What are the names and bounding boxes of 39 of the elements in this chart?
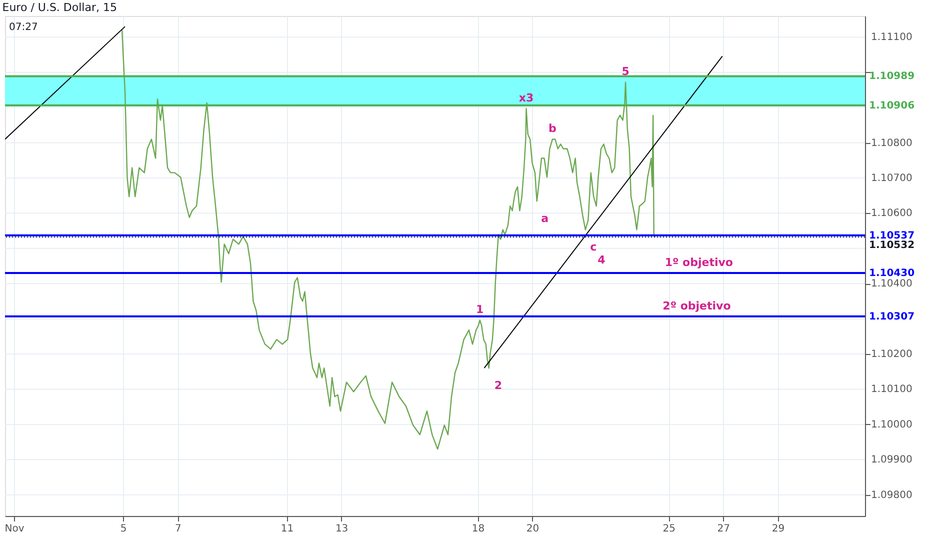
annotation: 1 — [476, 303, 484, 316]
annotation: 1º objetivo — [664, 256, 734, 270]
annotation: 07:27 — [9, 22, 38, 33]
x-tick-label: 18 — [472, 524, 485, 534]
y-tick-label: 1.10100 — [871, 384, 912, 396]
y-tick-label: 1.10000 — [871, 419, 912, 430]
y-tick-label: 1.10600 — [871, 208, 912, 220]
y-tick-label: 1.09900 — [871, 454, 912, 466]
annotation: b — [548, 122, 556, 136]
x-tick-label: 20 — [526, 524, 540, 534]
x-tick-label: Nov — [4, 524, 24, 534]
y-tick-label: 1.09800 — [871, 490, 912, 501]
annotation: 2 — [494, 379, 502, 392]
ref-line-label: 1.10906 — [869, 100, 915, 112]
ref-line-label: 1.10307 — [869, 311, 915, 322]
chart-title: Euro / U.S. Dollar, 15 — [2, 1, 117, 14]
x-tick-label: 13 — [335, 524, 348, 534]
x-tick-label: 27 — [717, 524, 730, 534]
y-tick-label: 1.10400 — [871, 278, 912, 290]
annotation: 5 — [622, 65, 630, 78]
line-series — [121, 29, 656, 450]
ref-line-label: 1.10537 — [869, 230, 915, 242]
annotation: 4 — [598, 254, 606, 267]
x-tick-label: 7 — [174, 524, 182, 534]
annotation: c — [590, 240, 597, 254]
y-tick-label: 1.11100 — [871, 32, 912, 44]
x-tick-label: 11 — [280, 524, 294, 534]
ref-line-label: 1.10532 — [869, 240, 915, 252]
annotation: 2º objetivo — [662, 299, 732, 312]
ref-line-label: 1.10430 — [869, 268, 915, 280]
ref-line-label: 1.10989 — [869, 71, 915, 82]
y-tick-label: 1.10800 — [871, 138, 912, 149]
x-tick-label: 29 — [772, 524, 785, 534]
y-tick-label: 1.10700 — [871, 172, 912, 184]
x-tick-label: 5 — [120, 524, 127, 534]
x-tick-label: 25 — [662, 524, 676, 534]
y-tick-label: 1.10200 — [871, 349, 912, 360]
annotation: a — [541, 212, 549, 226]
annotation: x3 — [518, 92, 534, 105]
